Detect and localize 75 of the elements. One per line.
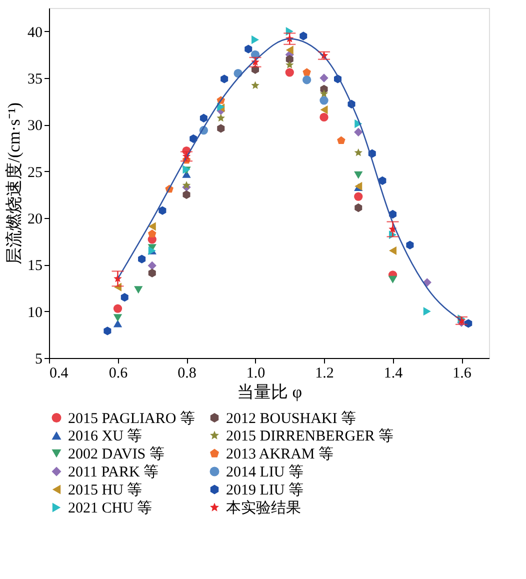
point bbox=[220, 74, 228, 84]
point bbox=[120, 293, 128, 302]
point bbox=[148, 261, 156, 270]
point bbox=[200, 114, 208, 122]
legend-label: 2015 PAGLIARO 等 bbox=[68, 410, 195, 427]
point bbox=[300, 32, 308, 40]
y-tick-label: 35 bbox=[28, 72, 42, 88]
point bbox=[158, 206, 166, 215]
y-tick-label: 30 bbox=[28, 118, 42, 134]
x-tick-label: 1.2 bbox=[315, 366, 334, 382]
legend-label: 2011 PARK 等 bbox=[68, 464, 159, 480]
point bbox=[244, 44, 252, 54]
point bbox=[388, 276, 398, 284]
point bbox=[320, 90, 328, 98]
point bbox=[148, 222, 156, 231]
x-tick-label: 0.8 bbox=[178, 366, 196, 382]
point bbox=[354, 148, 362, 156]
point bbox=[423, 307, 431, 316]
legend-label: 2014 LIU 等 bbox=[226, 464, 304, 480]
x-tick-label: 1.6 bbox=[452, 366, 472, 382]
y-tick-label: 5 bbox=[35, 352, 42, 368]
point bbox=[320, 96, 328, 105]
point bbox=[286, 60, 294, 68]
point bbox=[251, 81, 260, 89]
point bbox=[286, 46, 294, 54]
y-tick-label: 15 bbox=[28, 258, 42, 274]
point bbox=[337, 136, 346, 144]
y-tick-label: 25 bbox=[28, 164, 42, 181]
point bbox=[389, 246, 396, 255]
point bbox=[182, 181, 191, 189]
point bbox=[104, 326, 112, 336]
point bbox=[252, 35, 259, 44]
point bbox=[302, 68, 311, 76]
legend-label: 2015 HU 等 bbox=[68, 482, 142, 498]
point bbox=[217, 124, 225, 133]
point bbox=[354, 192, 363, 201]
x-tick-label: 1.4 bbox=[384, 366, 404, 382]
legend-label: 2016 XU 等 bbox=[68, 428, 142, 444]
legend-label: 本实验结果 bbox=[226, 500, 301, 516]
y-tick-label: 20 bbox=[28, 212, 42, 228]
point bbox=[354, 171, 363, 179]
legend-label: 2002 DAVIS 等 bbox=[68, 446, 164, 462]
point bbox=[113, 314, 122, 322]
y-tick-label: 10 bbox=[28, 304, 42, 321]
point bbox=[138, 254, 146, 264]
x-tick-label: 1.0 bbox=[246, 366, 266, 382]
x-tick-label: 0.4 bbox=[50, 366, 69, 382]
legend-label: 2015 DIRRENBERGER 等 bbox=[226, 428, 394, 444]
point bbox=[285, 68, 294, 77]
point bbox=[148, 268, 156, 278]
x-tick-label: 0.6 bbox=[108, 366, 128, 382]
point bbox=[113, 320, 122, 328]
point bbox=[190, 134, 198, 143]
legend-label: 2013 AKRAM 等 bbox=[226, 446, 334, 462]
legend-label: 2021 CHU 等 bbox=[68, 500, 152, 516]
point bbox=[406, 240, 414, 250]
point bbox=[148, 230, 156, 238]
point bbox=[320, 112, 328, 122]
point bbox=[354, 128, 363, 136]
legend-label: 2019 LIU 等 bbox=[226, 482, 304, 498]
point bbox=[320, 74, 328, 82]
y-axis-title: 层流燃烧速度/(cm·s⁻¹) bbox=[4, 102, 24, 265]
legend-label: 2012 BOUSHAKI 等 bbox=[226, 410, 356, 427]
point bbox=[302, 76, 312, 84]
point bbox=[216, 114, 225, 122]
point bbox=[378, 176, 386, 185]
point bbox=[134, 286, 143, 294]
point bbox=[464, 319, 472, 328]
x-axis-title: 当量比 φ bbox=[236, 382, 302, 402]
point bbox=[286, 55, 294, 64]
point bbox=[182, 190, 190, 199]
point bbox=[320, 105, 328, 114]
y-tick-label: 40 bbox=[28, 24, 42, 41]
point bbox=[354, 203, 362, 212]
point bbox=[113, 304, 122, 313]
